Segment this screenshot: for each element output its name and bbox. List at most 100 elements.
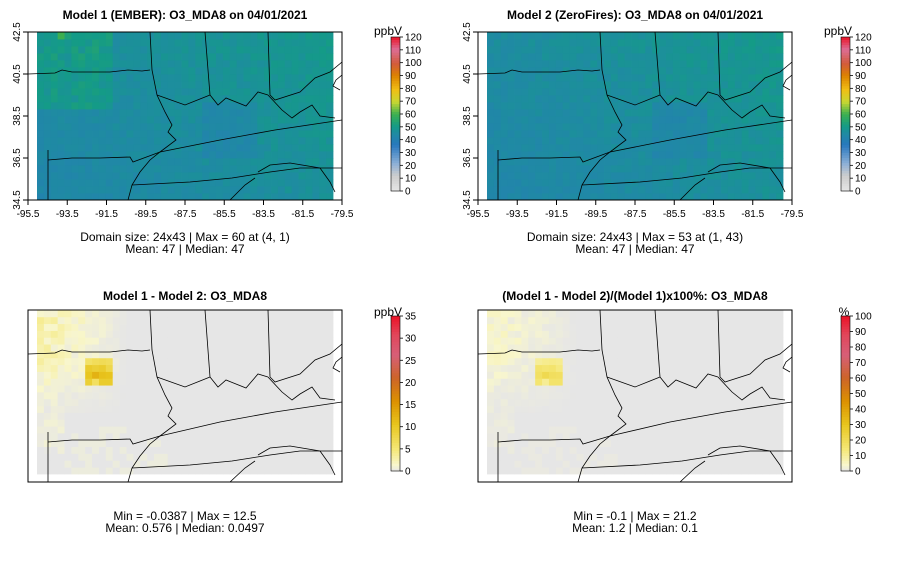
heatmap-cell (769, 351, 777, 359)
heatmap-cell (140, 433, 148, 441)
heatmap-cell (85, 453, 93, 461)
heatmap-cell (659, 467, 667, 475)
heatmap-cell (686, 357, 694, 366)
heatmap-cell (140, 357, 148, 366)
heatmap-cell (548, 102, 557, 110)
heatmap-cell (707, 32, 715, 40)
legend-swatch (391, 155, 400, 159)
heatmap-cell (319, 193, 327, 200)
heatmap-cell (319, 453, 327, 461)
heatmap-cell (112, 323, 120, 331)
heatmap-cell (257, 186, 265, 194)
heatmap-cell (222, 357, 231, 366)
heatmap-cell (243, 130, 251, 138)
heatmap-cell (604, 316, 612, 325)
heatmap-cell (659, 337, 667, 345)
heatmap-cell (514, 88, 522, 96)
heatmap-cell (700, 392, 708, 400)
heatmap-cell (271, 46, 279, 54)
legend-tick-label: 70 (855, 358, 867, 369)
heatmap-cell (71, 158, 79, 166)
heatmap-cell (569, 398, 577, 407)
heatmap-cell (542, 398, 550, 407)
legend-swatch (391, 93, 400, 97)
heatmap-cell (174, 453, 182, 461)
heatmap-cell (548, 74, 557, 82)
heatmap-cell (734, 46, 743, 54)
heatmap-cell (202, 364, 210, 372)
heatmap-cell (119, 460, 127, 468)
heatmap-cell (174, 412, 182, 420)
y-axis: 34.536.538.540.542.5 (462, 22, 478, 210)
heatmap-cell (769, 46, 777, 54)
heatmap-cell (569, 172, 577, 180)
x-axis: -95.5 -93.5 -91.5 -89.5 -87.5 -85.5 -83.5 -81.5… (17, 200, 354, 220)
heatmap-cell (112, 467, 120, 475)
heatmap-cell (645, 32, 653, 40)
heatmap-cell (555, 130, 564, 138)
heatmap-cell (576, 392, 584, 400)
legend-swatch (391, 124, 400, 128)
heatmap-cell (693, 446, 701, 454)
heatmap-cell (741, 439, 749, 448)
heatmap-cell (298, 116, 306, 124)
legend-swatch (391, 447, 400, 451)
heatmap-cell (686, 310, 694, 318)
heatmap-cell (610, 337, 619, 345)
heatmap-cell (548, 460, 557, 468)
heatmap-cell (257, 130, 265, 138)
heatmap-cell (686, 323, 694, 331)
heatmap-cell (727, 357, 736, 366)
heatmap-cell (679, 398, 688, 407)
heatmap-cell (528, 186, 536, 194)
heatmap-cell (617, 426, 626, 434)
heatmap-cell (64, 137, 72, 145)
heatmap-cell (92, 39, 100, 47)
heatmap-cell (624, 116, 632, 124)
heatmap-cell (57, 310, 65, 318)
legend-swatch (841, 60, 850, 64)
heatmap-cell (264, 67, 272, 75)
heatmap-cell (617, 32, 626, 40)
heatmap-cell (284, 46, 293, 54)
heatmap-cell (195, 116, 203, 124)
heatmap-cell (50, 316, 59, 325)
legend-tick-label: 70 (405, 97, 417, 108)
heatmap-cell (271, 323, 279, 331)
heatmap-cell (535, 330, 543, 338)
heatmap-cell (590, 371, 598, 379)
legend-swatch (841, 380, 850, 384)
heatmap-cell (610, 385, 619, 393)
heatmap-cell (769, 453, 777, 461)
heatmap-cell (521, 123, 529, 131)
heatmap-cell (679, 453, 688, 461)
heatmap-cell (741, 46, 749, 54)
heatmap-cell (105, 102, 114, 110)
heatmap-cell (521, 446, 529, 454)
y-tick-label: 38.5 (462, 106, 473, 126)
heatmap-cell (631, 344, 639, 352)
heatmap-cell (264, 446, 272, 454)
heatmap-cell (209, 316, 217, 325)
heatmap-cell (181, 67, 189, 75)
heatmap-cell (638, 460, 646, 468)
heatmap-cell (312, 67, 320, 75)
heatmap-cell (222, 172, 231, 180)
heatmap-cell (659, 81, 667, 89)
legend-tick-label: 40 (405, 135, 417, 146)
heatmap-cell (154, 467, 162, 475)
heatmap-cell (617, 364, 626, 372)
legend-swatch (841, 331, 850, 335)
heatmap-cell (528, 323, 536, 331)
heatmap-cell (755, 32, 763, 40)
heatmap-cell (326, 172, 334, 180)
heatmap-cell (195, 123, 203, 131)
heatmap-cell (734, 109, 743, 117)
heatmap-cell (548, 364, 557, 372)
heatmap-cell (312, 378, 320, 386)
heatmap-cell (617, 467, 626, 475)
heatmap-cell (610, 371, 619, 379)
heatmap-cell (769, 95, 777, 103)
heatmap-cell (721, 446, 729, 454)
heatmap-cell (631, 310, 639, 318)
